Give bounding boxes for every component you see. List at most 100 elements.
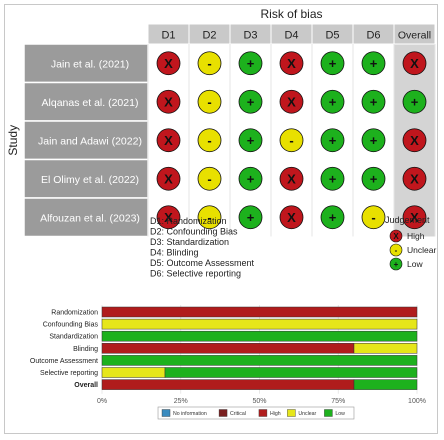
study-name-label: Jain and Adawi (2022) [38,135,142,147]
judgement-point [402,128,427,153]
summary-legend-label: Low [335,411,345,417]
chart-title: Risk of bias [260,7,322,21]
domain-header-label: Overall [398,30,431,42]
judgement-symbol: X [164,94,173,109]
summary-legend-swatch [258,409,268,417]
legend-label: Low [407,259,423,269]
judgement-point [279,166,304,191]
summary-legend-label: Critical [230,411,246,417]
judgement-symbol: - [289,133,293,148]
judgement-point [320,89,345,114]
judgement-point [156,51,181,76]
judgement-symbol: + [411,94,419,109]
judgement-symbol: + [247,94,255,109]
judgement-symbol: + [329,171,337,186]
judgement-symbol: - [207,133,211,148]
domain-key-item: D5: Outcome Assessment [150,258,255,268]
stacked-bar-segment [101,355,418,366]
study-name-label: Alfouzan et al. (2023) [40,212,140,224]
study-name-cell [23,43,149,84]
domain-header-label: D2 [202,30,216,42]
category-label: Overall [74,382,98,389]
judgement-point [238,128,263,153]
judgement-point [361,51,386,76]
judgement-point [279,51,304,76]
domain-key-item: D2: Confounding Bias [150,227,238,237]
domain-header-label: D6 [366,30,380,42]
legend-symbol-glyph: - [395,246,398,255]
judgement-symbol: + [247,133,255,148]
judgement-symbol: + [370,171,378,186]
domain-header-cell [393,23,436,45]
study-name-cell [23,81,149,122]
judgement-point [156,166,181,191]
judgement-point [238,89,263,114]
judgement-symbol: + [370,56,378,71]
judgement-point [197,89,222,114]
category-label: Confounding Bias [43,322,99,329]
summary-legend-label: Unclear [298,411,316,417]
summary-legend-label: High [270,411,281,417]
legend-label: High [407,231,425,241]
judgement-point [361,89,386,114]
domain-key-item: D1: Randomization [150,216,227,226]
judgement-point [197,51,222,76]
x-tick-label: 100% [408,398,426,405]
judgement-point [320,128,345,153]
category-label: Blinding [73,346,98,353]
judgement-symbol: X [287,210,296,225]
judgement-symbol: + [329,210,337,225]
judgement-point [197,128,222,153]
study-name-cell [23,197,149,238]
stacked-bar-segment [353,343,418,354]
judgement-point [320,205,345,230]
judgement-point [402,205,427,230]
stacked-bar-segment [101,306,418,318]
category-label: Randomization [51,310,98,317]
x-tick-label: 50% [252,398,266,405]
study-name-cell [23,120,149,161]
judgement-symbol: - [371,210,375,225]
judgement-symbol: + [247,56,255,71]
legend-symbol [389,243,403,257]
judgement-symbol: + [329,133,337,148]
judgement-symbol: X [164,171,173,186]
category-label: Standardization [49,334,98,341]
summary-legend-swatch [287,409,296,417]
legend-symbol-glyph: X [393,232,399,241]
judgement-symbol: - [207,171,211,186]
judgement-point [361,128,386,153]
category-label: Outcome Assessment [30,358,98,365]
summary-legend-box [157,406,355,420]
judgement-symbol: X [287,94,296,109]
judgement-point [238,205,263,230]
stacked-bar-segment [353,379,418,390]
judgement-legend-title: Judgement [385,215,430,225]
stacked-bar-segment [101,379,355,390]
judgement-point [279,205,304,230]
legend-symbol-glyph: + [394,260,399,269]
summary-legend-swatch [324,409,333,417]
domain-key-item: D3: Standardization [150,237,229,247]
legend-symbol [389,257,403,271]
judgement-point [156,89,181,114]
study-name-label: Jain et al. (2021) [51,58,129,70]
x-tick-label: 0% [97,398,107,405]
judgement-point [320,51,345,76]
judgement-point [320,166,345,191]
judgement-symbol: + [247,171,255,186]
judgement-point [402,166,427,191]
domain-key-item: D6: Selective reporting [150,269,241,279]
judgement-symbol: X [164,210,173,225]
stacked-bar-segment [101,330,418,342]
judgement-point [156,128,181,153]
judgement-point [279,128,304,153]
judgement-symbol: - [207,94,211,109]
stacked-bar-segment [101,367,166,378]
domain-key-item: D4: Blinding [150,248,199,258]
judgement-point [156,205,181,230]
judgement-point [197,205,222,230]
judgement-symbol: X [287,56,296,71]
y-axis-label: Study [6,125,20,156]
